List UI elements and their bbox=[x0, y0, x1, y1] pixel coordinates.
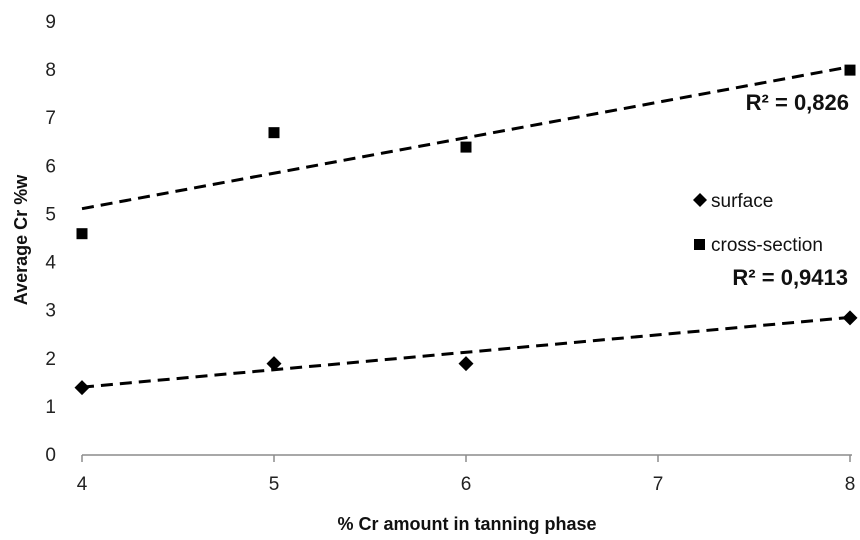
trendline-cross-section bbox=[81, 65, 851, 211]
trendline-surface bbox=[81, 315, 851, 389]
x-tick-label: 6 bbox=[461, 474, 472, 495]
data-point-surface bbox=[842, 310, 858, 326]
legend-item-cross-section: cross-section bbox=[694, 235, 823, 256]
x-axis-tick-labels: 4 5 6 7 8 bbox=[77, 474, 856, 495]
data-markers bbox=[74, 64, 858, 396]
x-tick-label: 8 bbox=[845, 474, 856, 495]
y-tick-label: 1 bbox=[45, 397, 56, 418]
x-axis-ticks bbox=[81, 455, 851, 462]
x-tick-label: 4 bbox=[77, 474, 88, 495]
legend-label-surface: surface bbox=[711, 191, 773, 212]
r2-label-surface: R² = 0,9413 bbox=[732, 265, 848, 290]
r2-label-cross-section: R² = 0,826 bbox=[746, 90, 849, 115]
data-point-cross-section bbox=[268, 127, 280, 139]
y-tick-label: 2 bbox=[45, 349, 56, 370]
y-axis-title: Average Cr %w bbox=[11, 174, 31, 305]
data-point-cross-section bbox=[76, 228, 88, 240]
y-axis-tick-labels: 0 1 2 3 4 5 6 7 8 9 bbox=[45, 12, 56, 466]
trendlines bbox=[81, 65, 851, 389]
y-tick-label: 5 bbox=[45, 204, 56, 225]
y-tick-label: 7 bbox=[45, 108, 56, 129]
square-icon bbox=[694, 239, 705, 250]
x-axis-title: % Cr amount in tanning phase bbox=[337, 514, 596, 534]
y-tick-label: 4 bbox=[45, 253, 56, 274]
plot-area: 0 1 2 3 4 5 6 7 8 9 4 5 6 7 8 bbox=[45, 12, 858, 495]
data-point-cross-section bbox=[844, 64, 856, 76]
data-point-cross-section bbox=[460, 141, 472, 153]
legend-label-cross-section: cross-section bbox=[711, 235, 823, 256]
legend-item-surface: surface bbox=[693, 191, 773, 212]
data-point-surface bbox=[458, 356, 474, 372]
y-tick-label: 6 bbox=[45, 156, 56, 177]
y-tick-label: 9 bbox=[45, 12, 56, 33]
diamond-icon bbox=[693, 193, 707, 207]
y-tick-label: 8 bbox=[45, 60, 56, 81]
x-tick-label: 5 bbox=[269, 474, 280, 495]
data-point-surface bbox=[74, 380, 90, 396]
y-tick-label: 0 bbox=[45, 445, 56, 466]
x-tick-label: 7 bbox=[653, 474, 664, 495]
data-point-surface bbox=[266, 356, 282, 372]
legend: surface cross-section bbox=[693, 191, 823, 256]
y-tick-label: 3 bbox=[45, 301, 56, 322]
